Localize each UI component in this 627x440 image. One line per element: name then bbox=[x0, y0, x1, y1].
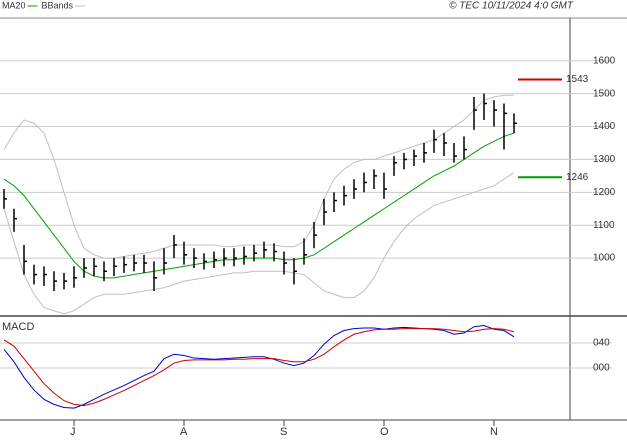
y-tick-label: 1400 bbox=[593, 121, 616, 132]
bband-lower bbox=[3, 172, 515, 315]
x-tick-label: N bbox=[490, 426, 498, 438]
x-tick-label: J bbox=[70, 426, 76, 438]
bband-upper bbox=[3, 94, 514, 259]
legend-label: BBands bbox=[42, 0, 74, 10]
y-tick-label: 1500 bbox=[593, 88, 616, 99]
y-tick-label: 1000 bbox=[593, 253, 616, 264]
y-tick-label: 040 bbox=[593, 338, 610, 349]
ma-line bbox=[3, 132, 515, 279]
x-tick-label: S bbox=[280, 426, 287, 438]
target-label: 1246 bbox=[566, 172, 589, 183]
y-tick-label: 1100 bbox=[593, 220, 615, 231]
y-tick-label: 1300 bbox=[593, 154, 616, 165]
target-label: 1543 bbox=[566, 74, 589, 85]
timestamp: © TEC 10/11/2024 4:0 GMT bbox=[449, 1, 574, 12]
x-tick-label: O bbox=[380, 426, 389, 438]
macd-line bbox=[3, 328, 515, 407]
legend-label: MA20 bbox=[2, 0, 26, 10]
x-tick-label: A bbox=[180, 426, 188, 438]
y-tick-label: 000 bbox=[593, 363, 610, 374]
macd-title: MACD bbox=[2, 321, 34, 333]
y-tick-label: 1600 bbox=[593, 55, 616, 66]
y-tick-label: 1200 bbox=[593, 187, 616, 198]
